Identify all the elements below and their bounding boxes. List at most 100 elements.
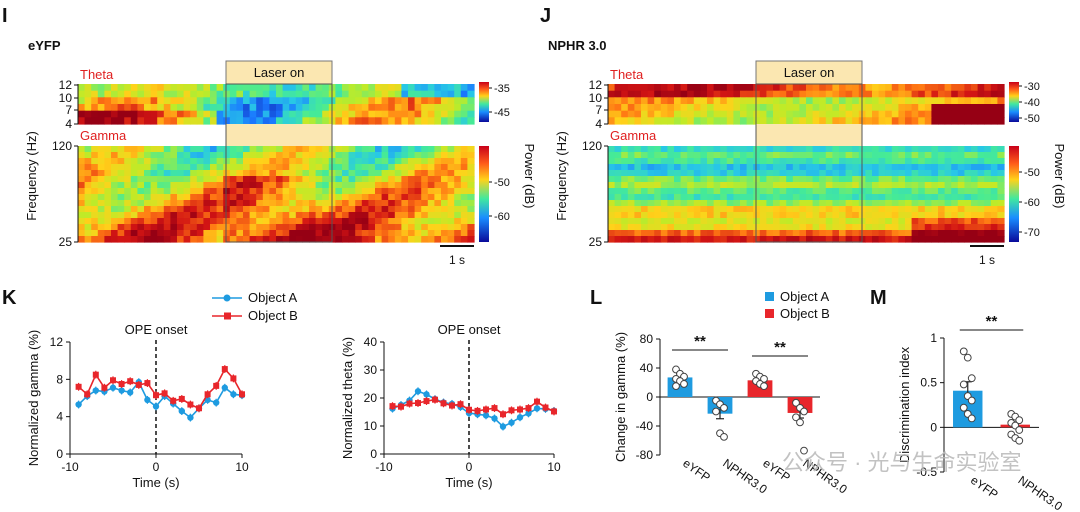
- heatmap-cell: [733, 236, 741, 243]
- heatmap-cell: [713, 200, 721, 207]
- heatmap-cell: [196, 212, 204, 219]
- heatmap-cell: [78, 236, 86, 243]
- heatmap-cell: [852, 176, 860, 183]
- heatmap-cell: [753, 146, 761, 153]
- heatmap-cell: [621, 224, 629, 231]
- heatmap-cell: [614, 158, 622, 165]
- heatmap-cell: [938, 117, 946, 125]
- heatmap-cell: [845, 90, 853, 98]
- heatmap-cell: [447, 212, 455, 219]
- heatmap-cell: [667, 97, 675, 105]
- heatmap-cell: [971, 117, 979, 125]
- heatmap-cell: [434, 194, 442, 201]
- heatmap-cell: [608, 194, 616, 201]
- heatmap-cell: [256, 152, 264, 159]
- heatmap-cell: [825, 212, 833, 219]
- heatmap-cell: [111, 188, 119, 195]
- heatmap-cell: [97, 236, 105, 243]
- heatmap-cell: [674, 200, 682, 207]
- heatmap-cell: [223, 110, 231, 118]
- heatmap-cell: [117, 224, 125, 231]
- heatmap-cell: [124, 97, 132, 105]
- heatmap-cell: [309, 84, 317, 92]
- heatmap-cell: [971, 104, 979, 112]
- heatmap-cell: [78, 188, 86, 195]
- heatmap-cell: [84, 212, 92, 219]
- heatmap-cell: [667, 200, 675, 207]
- heatmap-cell: [845, 224, 853, 231]
- heatmap-cell: [878, 212, 886, 219]
- heatmap-cell: [852, 146, 860, 153]
- data-point-object-b: [118, 381, 125, 387]
- heatmap-cell: [441, 152, 449, 159]
- heatmap-cell: [898, 212, 906, 219]
- heatmap-cell: [401, 97, 409, 105]
- heatmap-cell: [342, 176, 350, 183]
- heatmap-cell: [812, 224, 820, 231]
- heatmap-cell: [130, 84, 138, 92]
- individual-point: [800, 446, 808, 455]
- heatmap-cell: [891, 170, 899, 177]
- heatmap-cell: [911, 188, 919, 195]
- heatmap-cell: [302, 176, 310, 183]
- heatmap-cell: [190, 158, 198, 165]
- heatmap-cell: [342, 90, 350, 98]
- heatmap-cell: [414, 176, 422, 183]
- heatmap-cell: [825, 146, 833, 153]
- heatmap-cell: [977, 200, 985, 207]
- heatmap-cell: [997, 104, 1005, 112]
- heatmap-cell: [707, 152, 715, 159]
- data-point-object-b: [144, 380, 151, 387]
- theta-tick-label: 7: [595, 103, 602, 117]
- heatmap-cell: [931, 146, 939, 153]
- heatmap-cell: [951, 164, 959, 171]
- heatmap-cell: [276, 206, 284, 213]
- heatmap-cell: [614, 110, 622, 118]
- heatmap-cell: [236, 117, 244, 125]
- heatmap-cell: [177, 158, 185, 165]
- heatmap-cell: [256, 104, 264, 112]
- heatmap-cell: [918, 164, 926, 171]
- heatmap-cell: [792, 164, 800, 171]
- heatmap-cell: [361, 212, 369, 219]
- heatmap-cell: [256, 230, 264, 237]
- heatmap-cell: [84, 188, 92, 195]
- heatmap-cell: [911, 97, 919, 105]
- heatmap-cell: [693, 170, 701, 177]
- heatmap-cell: [414, 97, 422, 105]
- heatmap-cell: [746, 158, 754, 165]
- heatmap-cell: [641, 236, 649, 243]
- heatmap-cell: [309, 206, 317, 213]
- heatmap-cell: [401, 194, 409, 201]
- heatmap-cell: [792, 206, 800, 213]
- heatmap-cell: [144, 97, 152, 105]
- individual-point: [959, 380, 968, 389]
- heatmap-cell: [315, 236, 323, 243]
- heatmap-cell: [84, 206, 92, 213]
- heatmap-cell: [990, 117, 998, 125]
- heatmap-cell: [282, 236, 290, 243]
- heatmap-cell: [878, 200, 886, 207]
- heatmap-cell: [236, 90, 244, 98]
- heatmap-cell: [236, 224, 244, 231]
- heatmap-cell: [460, 206, 468, 213]
- y-tick-label: 10: [364, 419, 378, 433]
- heatmap-cell: [693, 104, 701, 112]
- heatmap-cell: [726, 194, 734, 201]
- heatmap-cell: [124, 236, 132, 243]
- heatmap-cell: [157, 236, 165, 243]
- heatmap-cell: [806, 152, 814, 159]
- heatmap-cell: [408, 182, 416, 189]
- data-point-object-b: [230, 375, 237, 382]
- laser-on-gap: [756, 124, 862, 146]
- heatmap-cell: [117, 194, 125, 201]
- heatmap-cell: [660, 97, 668, 105]
- heatmap-cell: [256, 224, 264, 231]
- laser-on-outline: [225, 83, 333, 243]
- data-point-object-a: [213, 399, 220, 406]
- heatmap-cell: [124, 188, 132, 195]
- heatmap-cell: [368, 97, 376, 105]
- heatmap-cell: [91, 224, 99, 231]
- heatmap-cell: [733, 230, 741, 237]
- heatmap-cell: [984, 84, 992, 92]
